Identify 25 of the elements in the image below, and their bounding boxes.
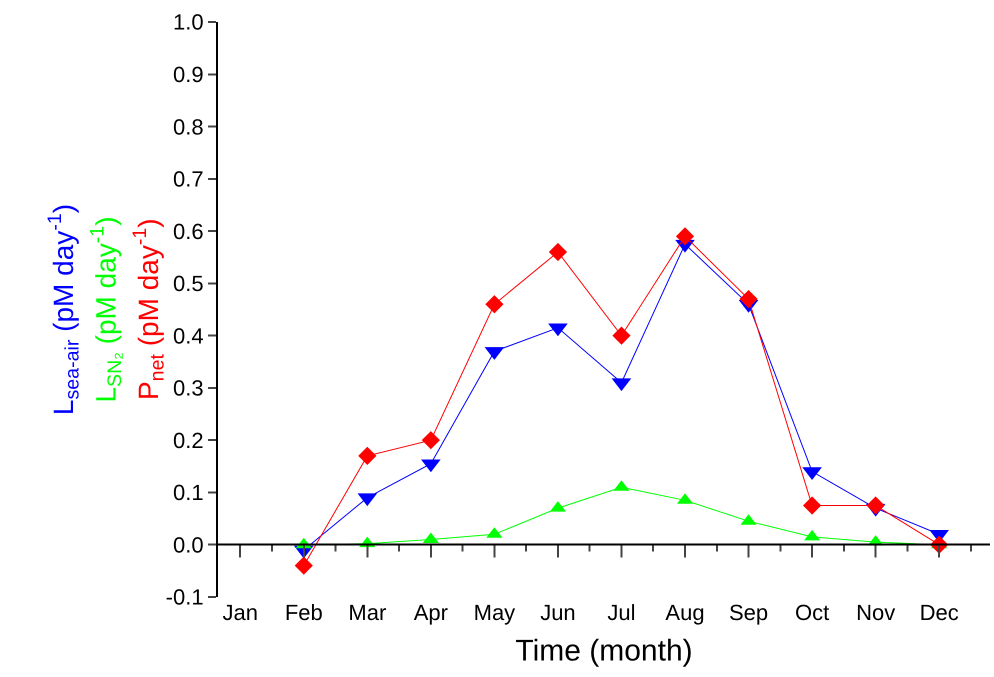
x-tick-label: Aug bbox=[665, 600, 705, 625]
x-tick-label: May bbox=[474, 600, 516, 625]
y-tick-label: -0.1 bbox=[166, 584, 204, 610]
y-tick-label: 0.7 bbox=[173, 166, 204, 192]
y-tick-label: 0.1 bbox=[173, 480, 204, 506]
y-tick-label: 0.9 bbox=[173, 62, 204, 87]
y-tick-label: 0.5 bbox=[173, 271, 204, 296]
x-tick-label: Nov bbox=[856, 600, 896, 625]
y-tick-label: 0.2 bbox=[173, 428, 204, 453]
y-tick-label: 0.8 bbox=[173, 114, 204, 140]
x-tick-label: Mar bbox=[348, 600, 386, 625]
x-tick-label: Oct bbox=[794, 600, 830, 625]
x-tick-label: Apr bbox=[414, 600, 448, 625]
x-tick-label: Jan bbox=[222, 600, 258, 625]
x-tick-label: Jun bbox=[540, 600, 576, 625]
y-tick-label: 0.3 bbox=[173, 376, 204, 401]
x-tick-label: Jul bbox=[607, 600, 636, 625]
x-tick-label: Sep bbox=[728, 600, 768, 625]
x-tick-label: Feb bbox=[284, 600, 323, 625]
x-axis-title: Time (month) bbox=[515, 634, 693, 668]
y-tick-label: 1.0 bbox=[173, 10, 204, 35]
y-tick-label: 0.4 bbox=[173, 323, 204, 348]
y-tick-label: 0.0 bbox=[173, 532, 204, 558]
y-tick-label: 0.6 bbox=[173, 218, 204, 244]
x-tick-label: Dec bbox=[920, 600, 959, 625]
